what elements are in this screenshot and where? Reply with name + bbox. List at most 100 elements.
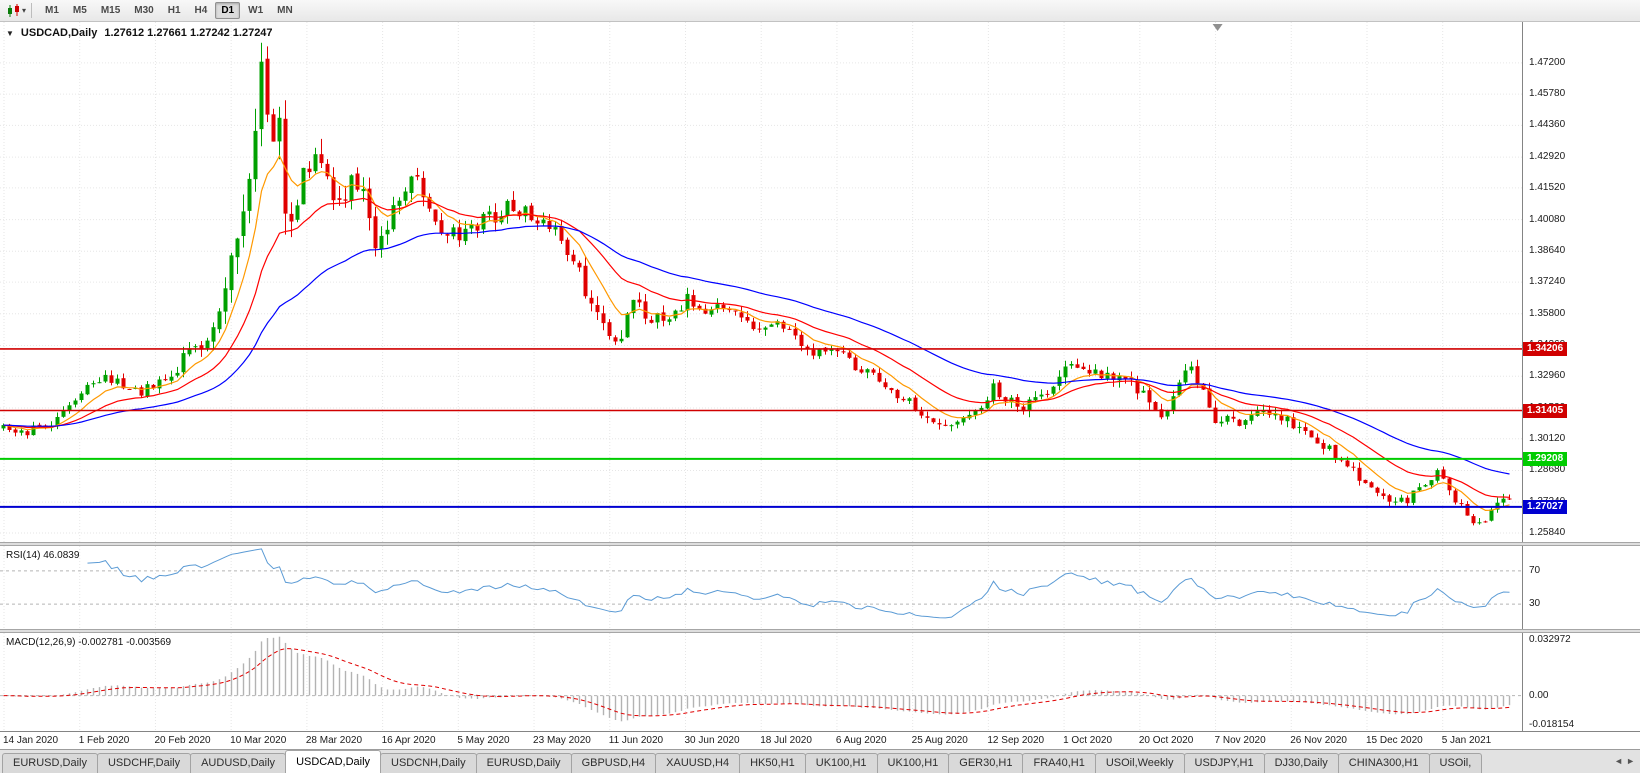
date-tick-label: 10 Mar 2020 [230,735,287,746]
chart-tab-hk50-h1[interactable]: HK50,H1 [739,753,806,773]
chart-tab-gbpusd-h4[interactable]: GBPUSD,H4 [570,753,657,773]
date-tick-label: 26 Nov 2020 [1290,735,1347,746]
chart-tab-usoil[interactable]: USOil, [1428,753,1483,773]
date-tick-label: 7 Nov 2020 [1214,735,1266,746]
date-tick-label: 5 Jan 2021 [1441,735,1492,746]
date-tick-label: 25 Aug 2020 [911,735,968,746]
chart-tab-ger30-h1[interactable]: GER30,H1 [948,753,1024,773]
ma-line-ema20 [3,197,1510,498]
chart-tab-usdcnh-daily[interactable]: USDCNH,Daily [380,753,477,773]
ma-line-ema8 [3,154,1510,512]
date-axis[interactable]: 14 Jan 2020 1 Feb 2020 20 Feb 2020 10 Mar 2… [0,731,1640,749]
date-tick-label: 6 Aug 2020 [835,735,887,746]
macd-histogram [8,636,1511,722]
main-grid-layer [0,22,1522,542]
price-tick-label: 1.44360 [1529,119,1566,131]
rsi-indicator-label: RSI(14) 46.0839 [6,550,80,561]
chart-tab-fra40-h1[interactable]: FRA40,H1 [1022,753,1096,773]
chart-tab-usdjpy-h1[interactable]: USDJPY,H1 [1183,753,1265,773]
chart-shift-marker[interactable] [1212,24,1223,31]
date-tick-label: 11 Jun 2020 [608,735,664,746]
chart-title: USDCAD,Daily [20,27,98,39]
timeframe-button-m30[interactable]: M30 [134,5,154,16]
chart-tab-usdchf-daily[interactable]: USDCHF,Daily [96,753,192,773]
main-chart-canvas[interactable] [0,22,1522,542]
date-tick-label: 20 Feb 2020 [154,735,211,746]
date-tick-label: 20 Oct 2020 [1138,735,1194,746]
price-line-label: 1.27027 [1523,499,1568,514]
price-line-label: 1.29208 [1523,451,1568,466]
toolbar-separator [31,3,33,18]
chart-tab-china300-h1[interactable]: CHINA300,H1 [1337,753,1430,773]
macd-axis-label: 0.032972 [1529,634,1571,645]
price-tick-label: 1.45780 [1529,88,1566,100]
date-tick-label: 30 Jun 2020 [684,735,740,746]
date-tick-label: 1 Feb 2020 [78,735,130,746]
chart-tab-usdcad-daily[interactable]: USDCAD,Daily [285,750,382,773]
ma-line-ema45 [3,225,1510,475]
chart-tab-usoil-weekly[interactable]: USOil,Weekly [1094,753,1185,773]
chart-tab-dj30-daily[interactable]: DJ30,Daily [1263,753,1339,773]
chart-tab-uk100-h1[interactable]: UK100,H1 [804,753,878,773]
price-tick-label: 1.28680 [1529,464,1566,476]
date-tick-label: 16 Apr 2020 [381,735,436,746]
price-tick-label: 1.32960 [1529,370,1566,382]
candles-layer [1,42,1512,526]
macd-axis-label: -0.018154 [1529,719,1575,730]
macd-chart-canvas[interactable] [0,633,1522,731]
price-axis[interactable]: 1.47200 1.45780 1.44360 1.42920 1.41520 1.400… [1522,22,1640,731]
panel-divider-rsi[interactable] [0,542,1640,546]
price-tick-label: 1.40080 [1529,213,1566,225]
rsi-level-label: 30 [1529,598,1541,610]
date-tick-label: 12 Sep 2020 [987,735,1045,746]
chart-ohlc-values: 1.27612 1.27661 1.27242 1.27247 [104,27,273,39]
rsi-level-label: 70 [1529,564,1541,576]
caret-down-icon[interactable]: ▾ [22,6,27,15]
price-tick-label: 1.35800 [1529,307,1566,319]
price-line-label: 1.31405 [1523,403,1568,418]
chart-tab-xauusd-h4[interactable]: XAUUSD,H4 [655,753,741,773]
date-tick-label: 14 Jan 2020 [3,735,59,746]
date-tick-label: 23 May 2020 [533,735,591,746]
timeframe-button-m5[interactable]: M5 [72,5,87,16]
macd-axis-label: 0.00 [1529,689,1549,701]
price-tick-label: 1.37240 [1529,276,1566,288]
date-tick-label: 5 May 2020 [457,735,510,746]
timeframe-button-w1[interactable]: W1 [248,5,264,16]
chart-header: ▼ USDCAD,Daily 1.27612 1.27661 1.27242 1… [6,27,273,39]
chart-tab-uk100-h1[interactable]: UK100,H1 [876,753,950,773]
timeframe-buttons: M1 M5 M15 M30 H1 H4 D1 W1 MN [38,2,300,19]
price-tick-label: 1.38640 [1529,245,1566,257]
price-tick-label: 1.41520 [1529,181,1566,193]
candlestick-chart-icon[interactable] [4,3,24,19]
chart-tabs: EURUSD,Daily USDCHF,Daily AUDUSD,Daily USDC… [2,749,1609,773]
price-tick-label: 1.25840 [1529,526,1566,538]
macd-signal-line [3,648,1510,717]
timeframe-button-h4[interactable]: H4 [194,5,208,16]
rsi-chart-canvas[interactable] [0,546,1522,629]
tab-scroll-right-icon[interactable]: ► [1626,756,1635,766]
timeframe-button-mn[interactable]: MN [277,5,293,16]
collapse-icon[interactable]: ▼ [6,28,14,38]
chart-tab-audusd-daily[interactable]: AUDUSD,Daily [190,753,287,773]
price-tick-label: 1.30120 [1529,432,1566,444]
date-tick-label: 28 Mar 2020 [305,735,363,746]
toolbar: ▾ M1 M5 M15 M30 H1 H4 D1 W1 MN [0,0,1640,22]
rsi-line [87,548,1510,619]
macd-indicator-label: MACD(12,26,9) -0.002781 -0.003569 [6,637,172,648]
chart-tab-eurusd-daily[interactable]: EURUSD,Daily [2,753,98,773]
chart-tab-eurusd-daily[interactable]: EURUSD,Daily [475,753,572,773]
date-tick-label: 18 Jul 2020 [760,735,812,746]
panel-divider-macd[interactable] [0,629,1640,633]
tab-scroll-arrows: ◄ ► [1609,749,1640,773]
timeframe-button-m15[interactable]: M15 [100,5,121,16]
timeframe-button-h1[interactable]: H1 [167,5,181,16]
timeframe-button-m1[interactable]: M1 [45,5,59,16]
timeframe-button-d1[interactable]: D1 [215,2,241,19]
date-tick-label: 15 Dec 2020 [1365,735,1423,746]
chart-tab-bar: EURUSD,Daily USDCHF,Daily AUDUSD,Daily USDC… [0,749,1640,773]
date-tick-label: 1 Oct 2020 [1063,735,1113,746]
price-line-label: 1.34206 [1523,341,1568,356]
tab-scroll-left-icon[interactable]: ◄ [1614,756,1624,766]
